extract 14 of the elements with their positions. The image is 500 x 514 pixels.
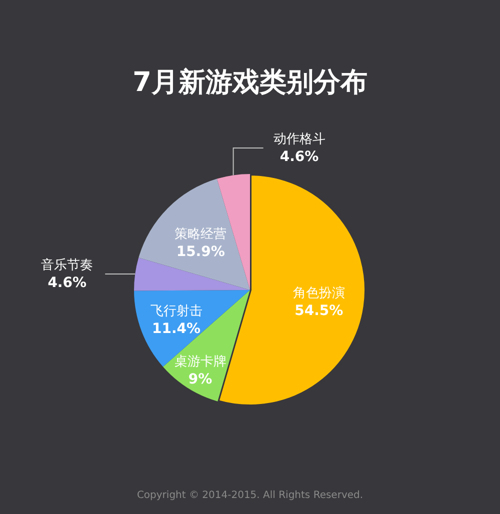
slice-label: 飞行射击 <box>150 304 202 320</box>
slice-label: 策略经营 <box>174 226 227 242</box>
slice-label: 角色扮演 <box>292 286 345 301</box>
data-label: 4.6% <box>48 275 87 292</box>
data-label: 9% <box>188 371 212 388</box>
data-label: 54.5% <box>294 302 344 319</box>
data-label: 4.6% <box>280 149 319 165</box>
title: 7月新游戏类别分布 <box>132 67 368 98</box>
data-label: 15.9% <box>176 244 225 260</box>
data-label: 11.4% <box>152 321 201 338</box>
slice-label: 动作格斗 <box>273 132 326 147</box>
slice-label: 桌游卡牌 <box>174 354 226 370</box>
slice-label: 音乐节奏 <box>41 258 94 274</box>
annotation: Copyright © 2014-2015. All Rights Reserved. <box>136 490 364 501</box>
